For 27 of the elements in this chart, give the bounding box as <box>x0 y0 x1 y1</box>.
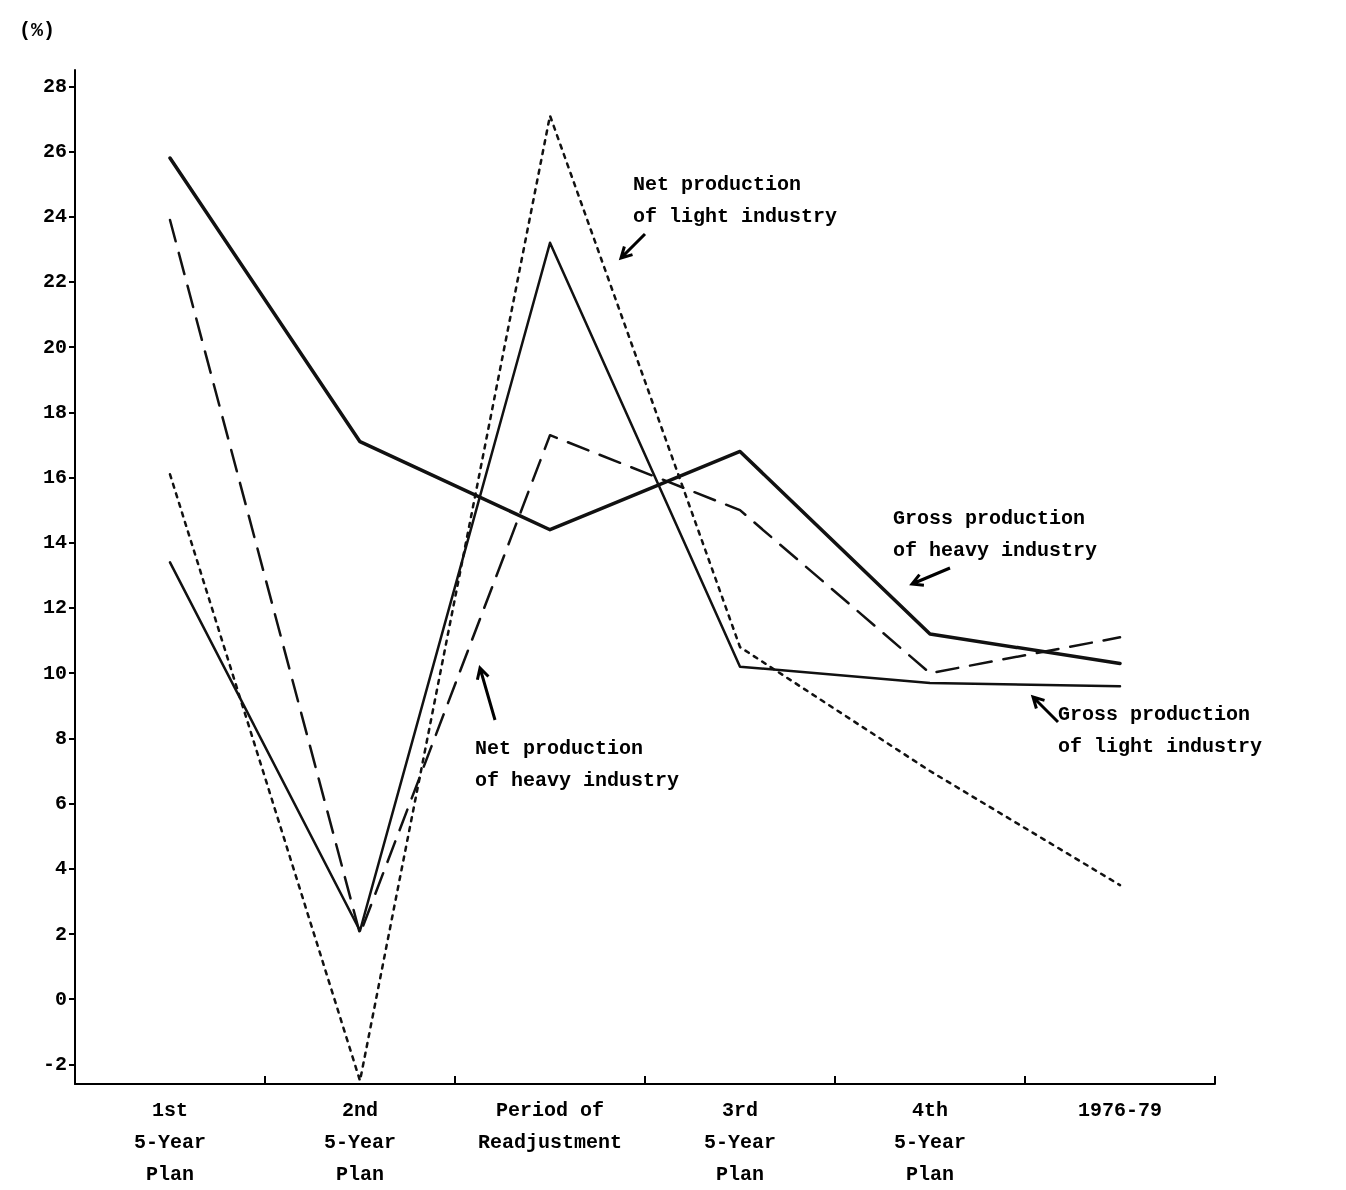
y-tick-label: 28 <box>42 74 67 98</box>
y-tick-label: 6 <box>54 792 67 816</box>
y-tick-label: 14 <box>42 531 67 555</box>
annotation: Gross production of light industry <box>1058 702 1263 758</box>
y-tick-label: -2 <box>42 1052 67 1076</box>
y-tick-label: 24 <box>42 205 67 229</box>
y-axis-title: (%) <box>18 18 55 42</box>
x-tick-label: 2nd 5-Year Plan <box>323 1098 397 1186</box>
y-tick-label: 2 <box>54 922 67 946</box>
y-tick-label: 8 <box>54 726 67 750</box>
y-tick-label: 0 <box>54 987 67 1011</box>
y-tick-label: 12 <box>42 596 67 620</box>
y-tick-label: 16 <box>42 466 67 490</box>
y-tick-label: 26 <box>42 140 67 164</box>
annotation: Net production of heavy industry <box>475 736 680 792</box>
x-tick-label: 1976-79 <box>1077 1098 1163 1122</box>
y-tick-label: 20 <box>42 335 67 359</box>
x-tick-label: 3rd 5-Year Plan <box>703 1098 777 1186</box>
y-tick-label: 10 <box>42 661 67 685</box>
y-tick-label: 22 <box>42 270 67 294</box>
annotation: Gross production of heavy industry <box>893 506 1098 562</box>
y-tick-label: 4 <box>54 857 67 881</box>
x-tick-label: 1st 5-Year Plan <box>133 1098 207 1186</box>
x-tick-label: 4th 5-Year Plan <box>893 1098 967 1186</box>
x-tick-label: Period of Readjustment <box>477 1098 623 1154</box>
annotation: Net production of light industry <box>633 172 838 228</box>
y-tick-label: 18 <box>42 400 67 424</box>
